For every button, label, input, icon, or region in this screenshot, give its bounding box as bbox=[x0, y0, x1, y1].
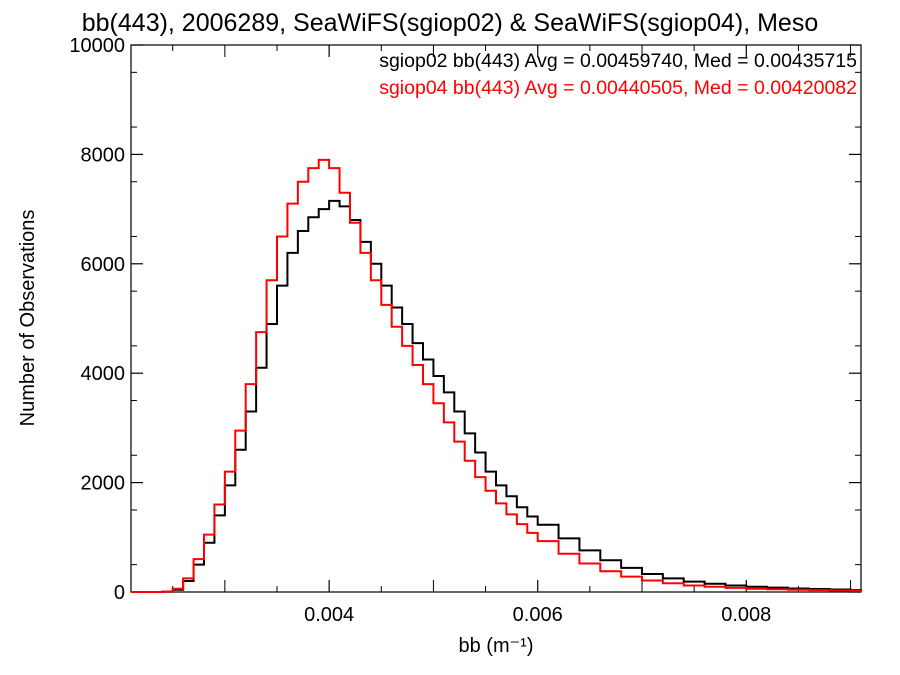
legend-annotation: sgiop04 bb(443) Avg = 0.00440505, Med = … bbox=[379, 77, 857, 99]
series-line-black bbox=[131, 199, 862, 593]
y-tick-label: 2000 bbox=[81, 473, 126, 495]
y-axis-label: Number of Observations bbox=[17, 210, 39, 427]
legend: sgiop02 bb(443) Avg = 0.00459740, Med = … bbox=[379, 50, 857, 99]
x-axis-label: bb (m⁻¹) bbox=[459, 635, 534, 657]
y-tick-label: 4000 bbox=[81, 363, 126, 385]
series-line-red bbox=[131, 158, 862, 593]
x-tick-label: 0.008 bbox=[721, 604, 771, 626]
chart-title: bb(443), 2006289, SeaWiFS(sgiop02) & Sea… bbox=[82, 9, 818, 37]
legend-annotation: sgiop02 bb(443) Avg = 0.00459740, Med = … bbox=[379, 50, 857, 72]
x-tick-label: 0.006 bbox=[513, 604, 563, 626]
plot-area bbox=[130, 44, 862, 593]
plot-frame bbox=[130, 44, 862, 593]
y-axis: 0 2000 4000 6000 8000 10000 bbox=[69, 35, 861, 604]
x-axis: 0.004 0.006 0.008 bbox=[172, 45, 852, 626]
y-tick-label: 6000 bbox=[81, 254, 126, 276]
series-layer bbox=[131, 158, 862, 593]
y-tick-label: 0 bbox=[114, 582, 125, 604]
y-tick-label: 8000 bbox=[81, 144, 126, 166]
y-tick-label: 10000 bbox=[69, 35, 125, 57]
x-tick-label: 0.004 bbox=[304, 604, 354, 626]
